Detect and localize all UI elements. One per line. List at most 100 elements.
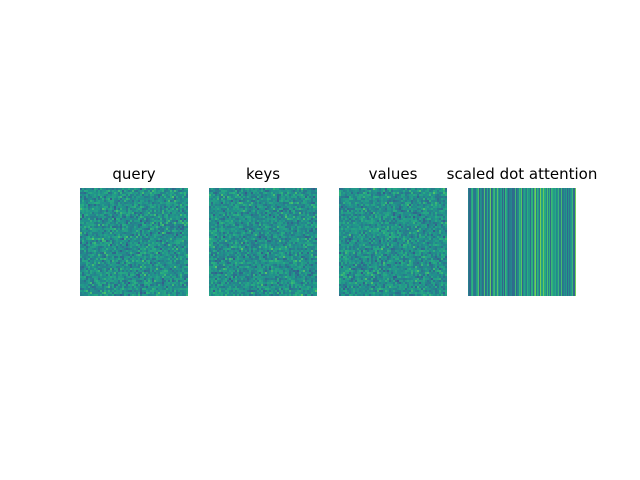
heatmap-cell — [269, 234, 272, 237]
heatmap-cell — [291, 218, 294, 221]
heatmap-cell — [253, 244, 256, 247]
heatmap-cell — [267, 222, 270, 225]
heatmap-cell — [160, 290, 163, 293]
heatmap-cell — [162, 218, 165, 221]
heatmap-cell — [148, 196, 151, 199]
heatmap-cell — [148, 282, 151, 285]
heatmap-cell — [245, 234, 248, 237]
heatmap-cell — [184, 280, 187, 283]
heatmap-cell — [108, 210, 111, 213]
heatmap-cell — [150, 206, 153, 209]
heatmap-cell — [259, 224, 262, 227]
heatmap-cell — [237, 252, 240, 255]
heatmap-cell — [134, 204, 137, 207]
heatmap-cell — [227, 234, 230, 237]
heatmap-cell — [263, 218, 266, 221]
heatmap-cell — [84, 254, 87, 257]
heatmap-cell — [156, 272, 159, 275]
heatmap-cell — [307, 212, 310, 215]
heatmap-cell — [287, 252, 290, 255]
heatmap-cell — [229, 190, 232, 193]
heatmap-cell — [275, 218, 278, 221]
heatmap-cell — [247, 206, 250, 209]
heatmap-cell — [118, 250, 121, 253]
heatmap-cell — [150, 292, 153, 295]
heatmap-cell — [229, 240, 232, 243]
heatmap-cell — [235, 262, 238, 265]
heatmap-cell — [114, 264, 117, 267]
heatmap-cell — [104, 258, 107, 261]
heatmap-cell — [225, 238, 228, 241]
heatmap-cell — [307, 218, 310, 221]
heatmap-cell — [86, 254, 89, 257]
heatmap-cell — [245, 220, 248, 223]
heatmap-cell — [96, 240, 99, 243]
heatmap-cell — [80, 232, 83, 235]
heatmap-cell — [184, 278, 187, 281]
heatmap-cell — [136, 246, 139, 249]
heatmap-cell — [253, 260, 256, 263]
heatmap-cell — [267, 224, 270, 227]
heatmap-cell — [158, 258, 161, 261]
heatmap-cell — [168, 212, 171, 215]
heatmap-cell — [154, 214, 157, 217]
heatmap-cell — [150, 246, 153, 249]
heatmap-cell — [245, 244, 248, 247]
heatmap-cell — [273, 230, 276, 233]
heatmap-cell — [309, 204, 312, 207]
heatmap-cell — [176, 250, 179, 253]
heatmap-cell — [134, 248, 137, 251]
heatmap-cell — [126, 262, 129, 265]
heatmap-cell — [247, 194, 250, 197]
heatmap-cell — [150, 214, 153, 217]
heatmap-cell — [277, 252, 280, 255]
heatmap-cell — [132, 220, 135, 223]
heatmap-cell — [178, 264, 181, 267]
heatmap-cell — [217, 220, 220, 223]
heatmap-cell — [184, 240, 187, 243]
heatmap-cell — [96, 252, 99, 255]
heatmap-cell — [293, 254, 296, 257]
heatmap-cell — [267, 250, 270, 253]
heatmap-cell — [154, 270, 157, 273]
heatmap-cell — [166, 216, 169, 219]
heatmap-cell — [116, 272, 119, 275]
heatmap-cell — [132, 242, 135, 245]
heatmap-cell — [112, 208, 115, 211]
heatmap-cell — [249, 214, 252, 217]
heatmap-cell — [84, 214, 87, 217]
heatmap-cell — [253, 242, 256, 245]
heatmap-cell — [170, 268, 173, 271]
heatmap-cell — [124, 210, 127, 213]
heatmap-cell — [277, 194, 280, 197]
heatmap-cell — [277, 260, 280, 263]
heatmap-cell — [269, 246, 272, 249]
heatmap-cell — [122, 218, 125, 221]
heatmap-cell — [146, 266, 149, 269]
heatmap-cell — [259, 256, 262, 259]
heatmap-cell — [217, 230, 220, 233]
heatmap-cell — [180, 240, 183, 243]
heatmap-cell — [253, 212, 256, 215]
heatmap-cell — [251, 238, 254, 241]
heatmap-cell — [213, 264, 216, 267]
heatmap-cell — [180, 204, 183, 207]
heatmap-cell — [301, 196, 304, 199]
heatmap-cell — [90, 236, 93, 239]
heatmap-cell — [243, 226, 246, 229]
heatmap-cell — [273, 244, 276, 247]
heatmap-cell — [112, 290, 115, 293]
heatmap-cell — [269, 188, 272, 191]
heatmap-cell — [211, 252, 214, 255]
heatmap-cell — [154, 216, 157, 219]
heatmap-cell — [174, 234, 177, 237]
heatmap-cell — [233, 240, 236, 243]
heatmap-cell — [96, 200, 99, 203]
heatmap-cell — [108, 268, 111, 271]
heatmap-cell — [162, 222, 165, 225]
heatmap-cell — [86, 210, 89, 213]
heatmap-cell — [150, 262, 153, 265]
heatmap-cell — [104, 206, 107, 209]
heatmap-cell — [136, 214, 139, 217]
heatmap-cell — [106, 200, 109, 203]
